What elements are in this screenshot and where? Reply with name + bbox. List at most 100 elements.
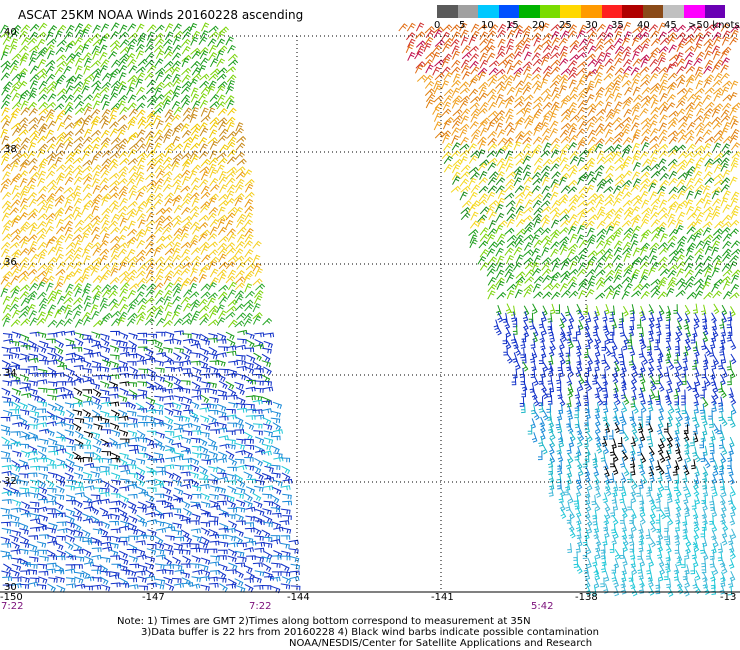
- wind-barb: [244, 249, 254, 258]
- wind-barb: [524, 199, 534, 209]
- wind-barb: [216, 152, 227, 160]
- wind-barb: [38, 158, 48, 167]
- wind-barb: [245, 395, 256, 401]
- wind-barb: [668, 177, 678, 186]
- wind-barb: [228, 319, 238, 328]
- wind-barb: [119, 331, 129, 340]
- wind-barb: [602, 311, 608, 322]
- wind-barb: [640, 43, 650, 53]
- wind-barb: [657, 347, 664, 359]
- wind-barb: [488, 211, 497, 221]
- wind-barb: [610, 346, 616, 357]
- wind-barb: [702, 221, 713, 229]
- wind-barb: [711, 108, 721, 118]
- wind-barb: [163, 375, 174, 381]
- wind-barb: [72, 234, 83, 242]
- wind-barb: [226, 190, 235, 200]
- wind-barb: [479, 249, 489, 258]
- wind-barb: [504, 59, 514, 68]
- wind-barb: [165, 457, 176, 463]
- wind-barb: [479, 52, 488, 62]
- wind-barb: [38, 185, 48, 194]
- wind-barb: [208, 319, 219, 327]
- wind-barb: [614, 67, 625, 76]
- wind-barb: [728, 534, 734, 546]
- wind-barb: [92, 247, 102, 256]
- wind-barb: [621, 123, 631, 132]
- wind-barb: [208, 44, 218, 54]
- wind-barb: [18, 473, 29, 479]
- wind-barb: [82, 23, 92, 32]
- wind-barb: [612, 290, 621, 300]
- wind-barb: [207, 337, 218, 343]
- wind-barb: [101, 207, 112, 216]
- wind-barb: [154, 458, 165, 463]
- wind-barb: [19, 487, 30, 493]
- wind-barb: [54, 372, 65, 378]
- wind-barb: [56, 521, 67, 527]
- wind-barb: [505, 262, 515, 272]
- wind-barb: [45, 282, 54, 292]
- wind-barb: [639, 54, 650, 62]
- wind-barb: [217, 242, 227, 251]
- wind-barb: [695, 240, 705, 249]
- wind-barb: [162, 183, 173, 192]
- wind-barb: [568, 169, 578, 178]
- wind-barb: [236, 213, 246, 223]
- wind-barb: [641, 212, 651, 222]
- wind-barb: [550, 137, 560, 146]
- time-label-left: 7:22: [1, 601, 24, 612]
- wind-barb: [650, 106, 660, 115]
- wind-barb: [558, 37, 568, 47]
- wind-barb: [145, 415, 156, 423]
- wind-barb: [604, 193, 615, 202]
- wind-barb: [628, 355, 634, 366]
- wind-barb: [551, 171, 561, 180]
- wind-barb: [690, 436, 695, 447]
- wind-barb: [531, 185, 541, 194]
- wind-barb: [27, 294, 36, 304]
- wind-barb: [666, 242, 676, 251]
- wind-barb: [155, 578, 166, 585]
- wind-barb: [183, 492, 193, 500]
- wind-barb: [641, 207, 652, 215]
- wind-barb: [117, 129, 126, 139]
- wind-barb: [559, 22, 570, 31]
- wind-barb: [2, 444, 12, 450]
- wind-barb: [711, 521, 718, 533]
- wind-barb: [729, 474, 735, 485]
- wind-barb: [586, 239, 596, 249]
- wind-barb: [272, 429, 283, 435]
- wind-barb: [495, 122, 504, 132]
- wind-barb: [659, 508, 667, 520]
- wind-barb: [532, 283, 541, 293]
- wind-barb: [153, 129, 164, 138]
- wind-barb: [172, 556, 181, 565]
- wind-barb: [172, 269, 182, 278]
- wind-barb: [507, 29, 516, 39]
- wind-barb: [722, 240, 732, 249]
- wind-barb: [182, 430, 193, 436]
- wind-barb: [693, 529, 700, 540]
- wind-barb: [668, 136, 678, 145]
- wind-barb: [20, 318, 31, 326]
- wind-barb: [459, 178, 469, 187]
- wind-barb: [127, 353, 138, 359]
- wind-barb: [110, 555, 120, 560]
- wind-barb: [638, 437, 644, 449]
- wind-barb: [101, 359, 112, 367]
- wind-barb: [594, 115, 605, 124]
- wind-barb: [163, 128, 173, 137]
- wind-barb: [101, 219, 110, 229]
- wind-barb: [533, 157, 544, 166]
- wind-barb: [569, 155, 579, 165]
- wind-barb: [198, 541, 208, 549]
- wind-barb: [603, 571, 610, 582]
- wind-barb: [109, 276, 120, 285]
- wind-barb: [64, 233, 74, 243]
- wind-barb: [703, 121, 713, 130]
- wind-barb: [622, 136, 632, 146]
- wind-barb: [54, 103, 65, 111]
- wind-barb: [650, 38, 661, 47]
- wind-barb: [548, 422, 554, 434]
